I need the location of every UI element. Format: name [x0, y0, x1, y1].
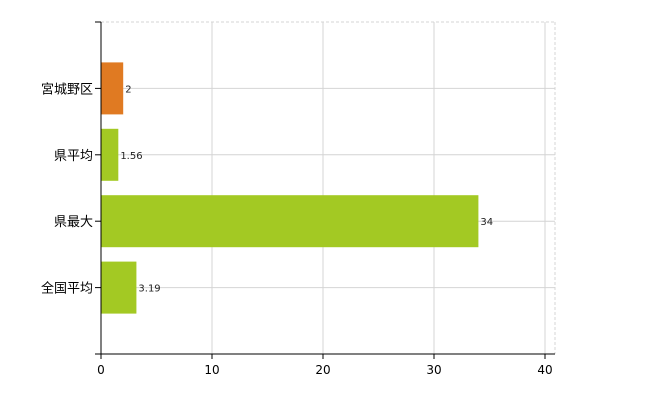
bar [101, 128, 119, 181]
data-label: 3.19 [138, 284, 160, 295]
data-label: 1.56 [120, 151, 142, 162]
x-tick-label: 10 [204, 363, 219, 377]
bar [101, 261, 137, 314]
x-tick-label: 40 [537, 363, 552, 377]
data-label: 34 [480, 217, 493, 228]
bar [101, 62, 124, 115]
y-tick-label: 宮城野区 [41, 81, 93, 97]
bar [101, 195, 479, 248]
data-label: 2 [125, 84, 131, 95]
x-tick-label: 0 [97, 363, 105, 377]
x-tick-label: 20 [315, 363, 330, 377]
x-tick-label: 30 [426, 363, 441, 377]
y-tick-label: 県平均 [54, 149, 93, 164]
y-tick-label: 県最大 [54, 215, 93, 230]
y-tick-label: 全国平均 [41, 281, 93, 297]
